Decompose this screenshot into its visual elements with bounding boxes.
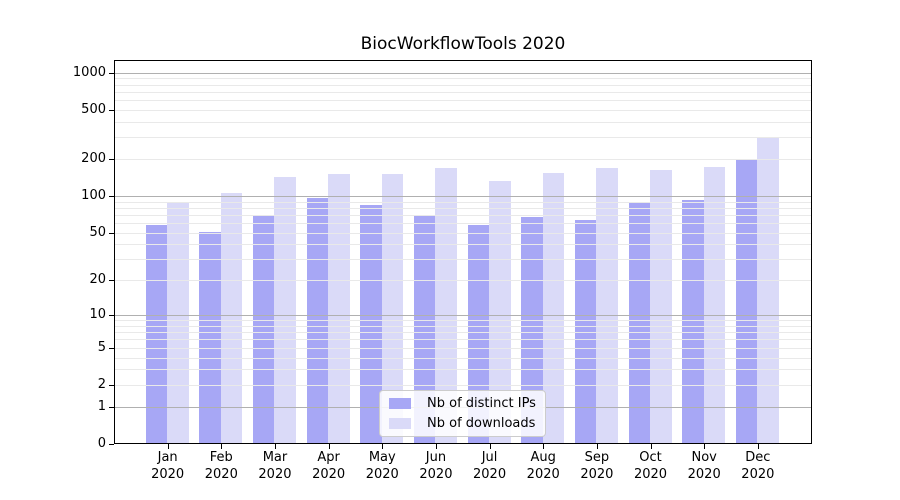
x-tick-label-may: May 2020 [365, 450, 399, 482]
y-tick-label-10: 10 [89, 307, 106, 323]
bar-distinct-ips-jan [145, 224, 168, 444]
x-tick-may [382, 444, 384, 449]
x-tick-label-oct: Oct 2020 [633, 450, 668, 482]
x-tick-nov [704, 444, 706, 449]
bar-downloads-jan [167, 201, 189, 444]
y-tick-1000 [109, 72, 114, 74]
gridline-minor-600 [114, 100, 812, 102]
gridline-minor-300 [114, 137, 812, 139]
gridline-minor-40 [114, 244, 812, 246]
x-tick-label-aug: Aug 2020 [526, 450, 560, 482]
x-tick-label-jul: Jul 2020 [473, 450, 507, 482]
y-tick-5 [109, 347, 114, 349]
legend-label-downloads: Nb of downloads [427, 416, 536, 431]
y-tick-label-500: 500 [81, 101, 106, 117]
bar-downloads-feb [220, 193, 243, 444]
y-tick-label-200: 200 [81, 150, 106, 166]
gridline-minor-60 [114, 223, 812, 225]
gridline-major-100 [114, 195, 812, 197]
legend-label-distinct-ips: Nb of distinct IPs [427, 396, 536, 411]
bar-downloads-apr [328, 173, 350, 444]
chart-title: BiocWorkflowTools 2020 [360, 34, 566, 54]
y-tick-2 [109, 384, 114, 386]
y-tick-label-100: 100 [81, 187, 106, 203]
x-tick-label-feb: Feb 2020 [204, 450, 238, 482]
legend-item-downloads: Nb of downloads [389, 416, 536, 431]
x-tick-label-apr: Apr 2020 [312, 450, 346, 482]
bar-downloads-oct [650, 170, 672, 444]
y-tick-1 [109, 406, 114, 408]
x-tick-label-jun: Jun 2020 [419, 450, 453, 482]
gridline-minor-70 [114, 214, 812, 216]
y-tick-200 [109, 158, 114, 160]
y-tick-10 [109, 315, 114, 317]
x-tick-oct [650, 444, 652, 449]
y-tick-label-5: 5 [97, 339, 106, 355]
y-tick-100 [109, 195, 114, 197]
y-tick-label-50: 50 [89, 224, 106, 240]
gridline-minor-8 [114, 325, 812, 327]
y-tick-label-0: 0 [97, 436, 106, 451]
legend: Nb of distinct IPs Nb of downloads [379, 390, 546, 437]
legend-item-distinct-ips: Nb of distinct IPs [389, 396, 536, 411]
gridline-minor-4 [114, 357, 812, 359]
gridline-major-10 [114, 315, 812, 317]
x-tick-jun [435, 444, 437, 449]
gridline-minor-9 [114, 320, 812, 322]
bar-distinct-ips-dec [735, 158, 758, 444]
bar-distinct-ips-feb [199, 231, 221, 444]
x-tick-apr [328, 444, 330, 449]
x-tick-label-nov: Nov 2020 [687, 450, 721, 482]
gridline-minor-7 [114, 332, 812, 334]
x-tick-jul [489, 444, 491, 449]
plot-frame [114, 60, 812, 444]
legend-swatch-distinct-ips [389, 398, 411, 409]
bar-distinct-ips-sep [574, 219, 597, 444]
y-tick-20 [109, 280, 114, 282]
bar-distinct-ips-mar [252, 215, 275, 444]
x-tick-sep [596, 444, 598, 449]
gridline-minor-90 [114, 201, 812, 203]
bar-downloads-dec [757, 137, 779, 444]
x-tick-aug [543, 444, 545, 449]
x-tick-dec [757, 444, 759, 449]
bar-distinct-ips-apr [306, 197, 329, 444]
gridline-minor-6 [114, 339, 812, 341]
gridline-minor-3 [114, 369, 812, 371]
x-tick-label-jan: Jan 2020 [151, 450, 185, 482]
y-tick-label-20: 20 [89, 272, 106, 288]
bar-downloads-mar [274, 176, 296, 444]
gridline-minor-900 [114, 78, 812, 80]
x-tick-feb [221, 444, 223, 449]
gridline-minor-2 [114, 384, 812, 386]
y-tick-50 [109, 232, 114, 234]
y-tick-500 [109, 109, 114, 111]
bar-downloads-nov [703, 167, 726, 444]
gridline-minor-30 [114, 259, 812, 261]
x-tick-jan [167, 444, 169, 449]
gridline-minor-5 [114, 347, 812, 349]
bar-distinct-ips-nov [682, 200, 704, 444]
x-tick-label-sep: Sep 2020 [580, 450, 614, 482]
gridline-minor-400 [114, 121, 812, 123]
gridline-minor-800 [114, 84, 812, 86]
gridline-minor-200 [114, 158, 812, 160]
y-tick-label-1: 1 [97, 398, 106, 414]
bar-distinct-ips-oct [628, 201, 651, 444]
y-tick-label-1000: 1000 [72, 64, 106, 80]
legend-swatch-downloads [389, 418, 411, 429]
x-tick-label-mar: Mar 2020 [258, 450, 292, 482]
x-tick-label-dec: Dec 2020 [741, 450, 775, 482]
gridline-minor-700 [114, 91, 812, 93]
gridline-minor-50 [114, 232, 812, 234]
gridline-minor-80 [114, 207, 812, 209]
gridline-minor-20 [114, 280, 812, 282]
bar-downloads-sep [596, 168, 618, 444]
gridline-minor-500 [114, 109, 812, 111]
gridline-major-1000 [114, 72, 812, 74]
x-tick-mar [274, 444, 276, 449]
y-tick-0 [109, 444, 114, 445]
y-tick-label-2: 2 [97, 376, 106, 392]
